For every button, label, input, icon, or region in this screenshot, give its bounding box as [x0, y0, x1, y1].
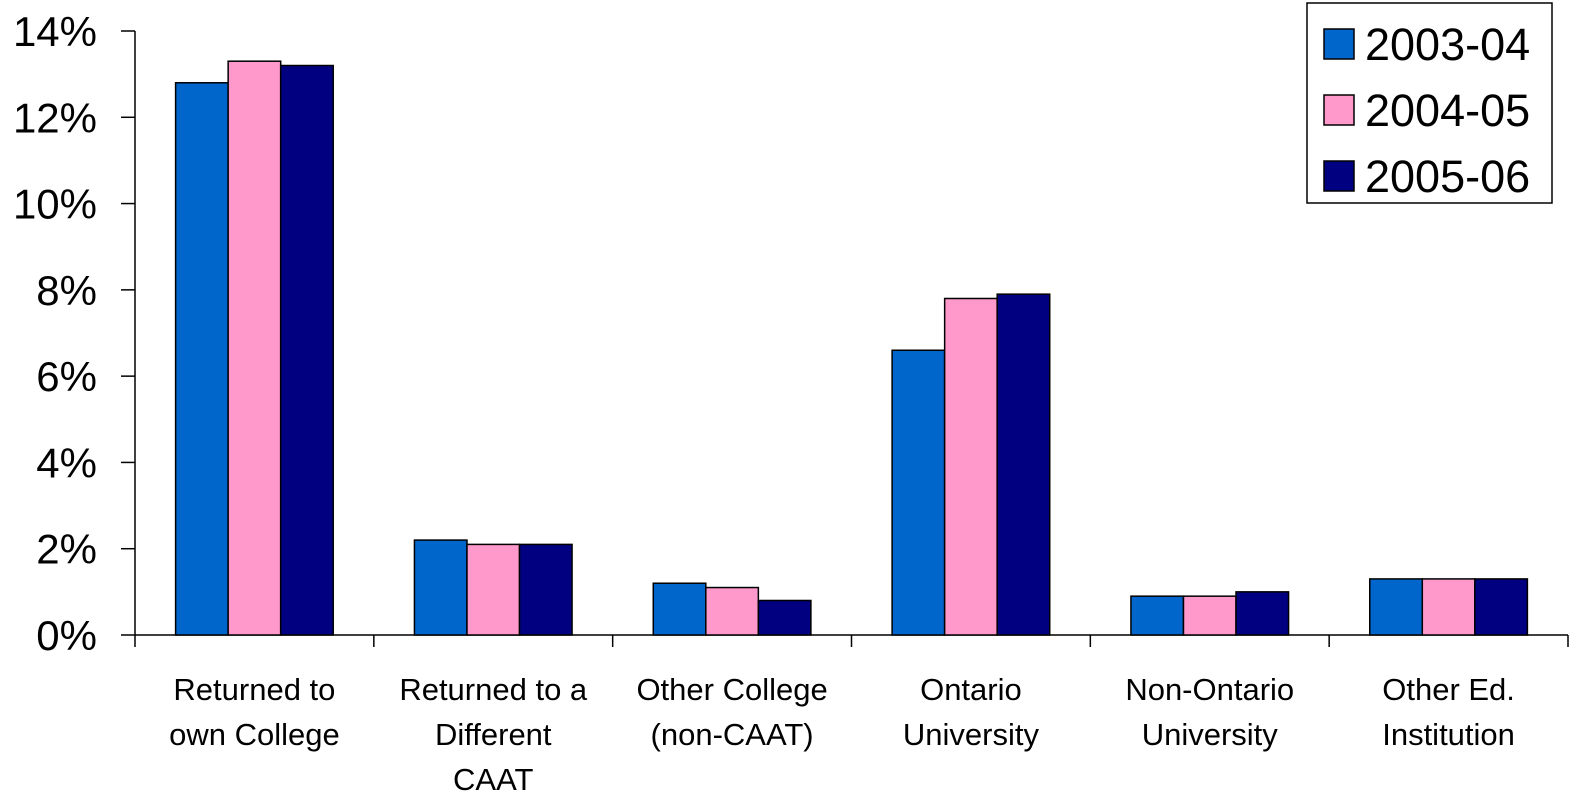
y-tick-label: 4%: [36, 439, 97, 486]
bar-2004-05-3: [943, 297, 998, 636]
bar-2003-04-2: [652, 582, 707, 636]
bar-2004-05-5: [1421, 578, 1476, 636]
y-tick-label: 2%: [36, 526, 97, 573]
bar-2005-06-3: [996, 293, 1051, 636]
legend-swatch: [1323, 94, 1355, 126]
legend-label: 2003-04: [1365, 19, 1530, 70]
y-tick-label: 6%: [36, 353, 97, 400]
legend: 2003-04 2004-05 2005-06: [1306, 2, 1553, 204]
y-tick-label: 14%: [13, 8, 97, 55]
legend-swatch: [1323, 160, 1355, 192]
bar-2004-05-2: [705, 586, 760, 636]
bar-2003-04-3: [891, 349, 946, 636]
bar-2004-05-0: [227, 60, 282, 636]
x-category-label: Returned to a Different CAAT: [399, 672, 588, 797]
bar-2003-04-4: [1130, 595, 1185, 636]
y-tick-label: 0%: [36, 612, 97, 659]
bar-2003-04-1: [413, 539, 468, 636]
y-tick-label: 10%: [13, 181, 97, 228]
y-tick-label: 8%: [36, 267, 97, 314]
bar-2005-06-2: [757, 599, 812, 636]
bar-2003-04-0: [174, 82, 229, 636]
bar-2003-04-5: [1369, 578, 1424, 636]
x-category-label: Returned to own College: [169, 672, 340, 752]
legend-swatch: [1323, 28, 1355, 60]
x-category-label: Ontario University: [903, 672, 1040, 752]
legend-label: 2004-05: [1365, 85, 1530, 136]
x-category-label: Non-Ontario University: [1125, 672, 1294, 752]
x-category-label: Other College (non-CAAT): [636, 672, 827, 752]
bars: [174, 60, 1529, 636]
bar-2005-06-0: [279, 64, 334, 636]
y-axis: 0% 2% 4% 6% 8% 10% 12% 14%: [13, 8, 136, 659]
bar-2005-06-4: [1235, 591, 1290, 636]
x-axis: Returned to own College Returned to a Diffe…: [134, 634, 1569, 797]
y-tick-label: 12%: [13, 94, 97, 141]
bar-2004-05-4: [1182, 595, 1237, 636]
legend-label: 2005-06: [1365, 151, 1530, 202]
bar-2005-06-5: [1474, 578, 1529, 636]
x-category-label: Other Ed. Institution: [1382, 672, 1515, 752]
bar-2005-06-1: [518, 543, 573, 636]
bar-2004-05-1: [466, 543, 521, 636]
